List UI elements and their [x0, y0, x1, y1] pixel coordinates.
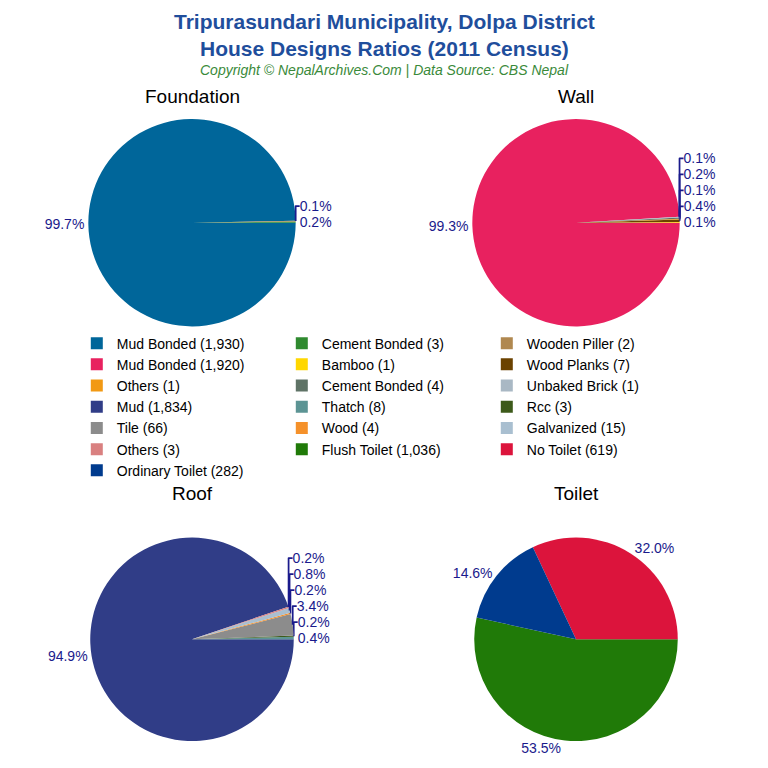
svg-text:0.2%: 0.2%	[300, 214, 332, 230]
svg-text:Ordinary Toilet (282): Ordinary Toilet (282)	[117, 463, 244, 479]
svg-text:99.7%: 99.7%	[45, 216, 85, 232]
svg-text:Cement Bonded (3): Cement Bonded (3)	[322, 336, 444, 352]
svg-text:Copyright © NepalArchives.Com: Copyright © NepalArchives.Com | Data Sou…	[200, 62, 569, 78]
svg-text:0.4%: 0.4%	[298, 630, 330, 646]
svg-text:99.3%: 99.3%	[429, 218, 469, 234]
svg-text:0.4%: 0.4%	[684, 198, 716, 214]
svg-text:32.0%: 32.0%	[635, 540, 675, 556]
svg-text:Toilet: Toilet	[554, 483, 599, 504]
svg-text:Bamboo (1): Bamboo (1)	[322, 357, 395, 373]
svg-text:Roof: Roof	[172, 483, 213, 504]
svg-text:Wood Planks (7): Wood Planks (7)	[527, 357, 630, 373]
svg-text:3.4%: 3.4%	[297, 598, 329, 614]
svg-text:No Toilet (619): No Toilet (619)	[527, 442, 618, 458]
svg-text:0.1%: 0.1%	[684, 214, 716, 230]
svg-text:Unbaked Brick (1): Unbaked Brick (1)	[527, 378, 639, 394]
svg-text:0.2%: 0.2%	[294, 582, 326, 598]
svg-text:Wall: Wall	[558, 86, 594, 107]
svg-text:Galvanized (15): Galvanized (15)	[527, 420, 626, 436]
svg-text:53.5%: 53.5%	[521, 740, 561, 756]
svg-text:Cement Bonded (4): Cement Bonded (4)	[322, 378, 444, 394]
svg-text:Rcc (3): Rcc (3)	[527, 399, 572, 415]
svg-text:0.8%: 0.8%	[294, 566, 326, 582]
svg-text:0.2%: 0.2%	[684, 166, 716, 182]
svg-text:Flush Toilet (1,036): Flush Toilet (1,036)	[322, 442, 441, 458]
svg-text:Thatch (8): Thatch (8)	[322, 399, 386, 415]
svg-text:0.1%: 0.1%	[300, 198, 332, 214]
svg-text:Mud Bonded (1,930): Mud Bonded (1,930)	[117, 336, 245, 352]
svg-text:Mud (1,834): Mud (1,834)	[117, 399, 192, 415]
svg-text:Others (3): Others (3)	[117, 442, 180, 458]
svg-text:Others (1): Others (1)	[117, 378, 180, 394]
svg-text:94.9%: 94.9%	[48, 648, 88, 664]
svg-text:Foundation: Foundation	[145, 86, 240, 107]
svg-text:Tile (66): Tile (66)	[117, 420, 168, 436]
svg-text:14.6%: 14.6%	[453, 565, 493, 581]
svg-text:0.1%: 0.1%	[684, 150, 716, 166]
svg-text:Tripurasundari Municipality, D: Tripurasundari Municipality, Dolpa Distr…	[174, 10, 595, 60]
svg-text:0.2%: 0.2%	[293, 550, 325, 566]
svg-text:0.1%: 0.1%	[684, 182, 716, 198]
svg-text:Wooden Piller (2): Wooden Piller (2)	[527, 336, 635, 352]
svg-text:0.2%: 0.2%	[298, 614, 330, 630]
svg-text:Wood (4): Wood (4)	[322, 420, 379, 436]
svg-text:Mud Bonded (1,920): Mud Bonded (1,920)	[117, 357, 245, 373]
